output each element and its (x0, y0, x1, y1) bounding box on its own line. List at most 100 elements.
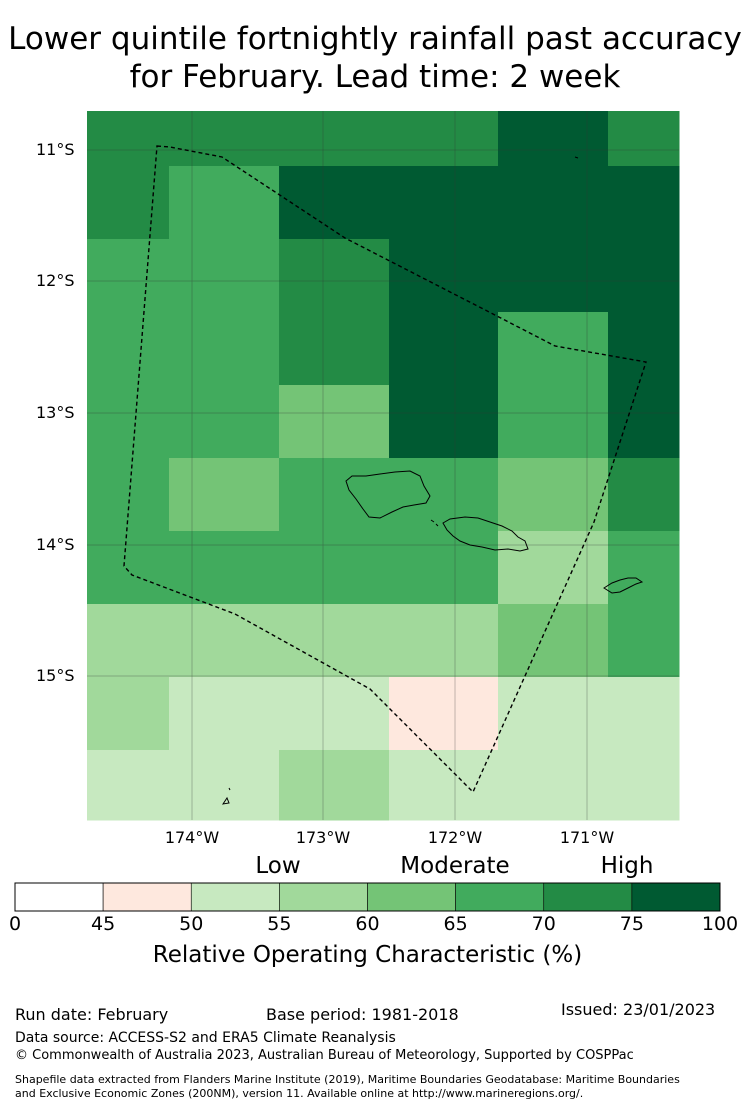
grid-cell (498, 750, 609, 821)
grid-cell (87, 312, 170, 386)
grid-cell (87, 750, 170, 821)
lon-label-174w: 174°W (164, 828, 220, 847)
grid-cell (169, 312, 280, 386)
lon-label-172w: 172°W (427, 828, 483, 847)
grid-cell (389, 677, 499, 751)
islet-manono (430, 519, 439, 527)
grid-cell (169, 385, 280, 459)
grid-cell (608, 604, 680, 678)
grid-cell (87, 604, 170, 678)
shapefile-credit-line-2: and Exclusive Economic Zones (200NM), ve… (15, 1087, 584, 1100)
grid-cell (498, 677, 609, 751)
grid-cell (389, 750, 499, 821)
grid-cell (608, 385, 680, 459)
grid-cell (389, 166, 499, 240)
grid-cell (608, 239, 680, 313)
colorbar-segment (279, 882, 368, 912)
grid-cell (498, 312, 609, 386)
grid-cell (608, 677, 680, 751)
grid-cell (608, 750, 680, 821)
base-period: Base period: 1981-2018 (266, 1005, 459, 1024)
colorbar-segment (102, 882, 192, 912)
issued-date: Issued: 23/01/2023 (561, 1000, 716, 1019)
grid-cell (169, 166, 280, 240)
colorbar-tick-label: 70 (531, 913, 556, 935)
lat-label-14s: 14°S (36, 535, 75, 554)
colorbar-tick-label: 75 (619, 913, 644, 935)
grid-cell (169, 458, 280, 532)
grid-cell (279, 531, 390, 605)
grid-cell (169, 111, 280, 167)
grid-cell (389, 531, 499, 605)
colorbar-tick-label: 65 (443, 913, 468, 935)
island-tutuila (603, 577, 644, 594)
data-source: Data source: ACCESS-S2 and ERA5 Climate … (15, 1030, 396, 1046)
grid-cell (498, 531, 609, 605)
lon-label-171w: 171°W (559, 828, 615, 847)
grid-cell (498, 458, 609, 532)
grid-cell (279, 458, 390, 532)
grid-cell (169, 531, 280, 605)
lat-label-15s: 15°S (36, 666, 75, 685)
lat-label-12s: 12°S (36, 271, 75, 290)
colorbar-tick-label: 55 (267, 913, 292, 935)
grid-cell (87, 458, 170, 532)
legend-category-moderate: Moderate (400, 853, 510, 879)
grid-cell (169, 677, 280, 751)
colorbar-segment (455, 882, 545, 912)
grid-cell (498, 111, 609, 167)
run-date: Run date: February (15, 1005, 169, 1024)
colorbar-segments (14, 882, 721, 912)
grid-cell (279, 312, 390, 386)
grid-cell (169, 750, 280, 821)
shapefile-credit-line-1: Shapefile data extracted from Flanders M… (15, 1073, 680, 1086)
colorbar-tick-label: 60 (355, 913, 380, 935)
lat-label-11s: 11°S (36, 140, 75, 159)
legend-category-low: Low (255, 853, 301, 879)
copyright: © Commonwealth of Australia 2023, Austra… (15, 1048, 634, 1063)
grid-cell (87, 677, 170, 751)
legend-category-high: High (600, 853, 654, 879)
colorbar-segment (190, 882, 280, 912)
grid-cell (87, 239, 170, 313)
grid-cell (498, 166, 609, 240)
grid-cell (608, 312, 680, 386)
island-upolu (442, 516, 529, 552)
grid-cell (279, 239, 390, 313)
islet-swains (574, 156, 579, 159)
colorbar-tick-label: 45 (91, 913, 116, 935)
grid-cell (279, 166, 390, 240)
grid-cell (389, 239, 499, 313)
colorbar-tick-label: 100 (701, 913, 739, 935)
eez-boundary (123, 145, 647, 794)
colorbar-segment (631, 882, 721, 912)
colorbar-segment (367, 882, 456, 912)
colorbar-tick-label: 0 (8, 913, 22, 935)
colorbar-frame (14, 882, 721, 912)
grid-cell (87, 531, 170, 605)
grid-cell (389, 111, 499, 167)
grid-cell (498, 385, 609, 459)
grid-cell (608, 458, 680, 532)
island-savaii (345, 470, 431, 519)
colorbar-title: Relative Operating Characteristic (%) (152, 942, 583, 968)
grid-cell (169, 239, 280, 313)
grid-cell (169, 604, 280, 678)
colorbar-segment (543, 882, 633, 912)
lat-label-13s: 13°S (36, 403, 75, 422)
grid-cell (389, 604, 499, 678)
grid-cell (608, 166, 680, 240)
map-title-line-2: for February. Lead time: 2 week (129, 59, 621, 95)
grid-cell (498, 239, 609, 313)
grid-cell (279, 604, 390, 678)
grid-cell (279, 750, 390, 821)
grid-cell (279, 111, 390, 167)
colorbar-segment (14, 882, 104, 912)
grid-cell (87, 385, 170, 459)
grid-cell (498, 604, 609, 678)
grid-cell (87, 166, 170, 240)
map-title-line-1: Lower quintile fortnightly rainfall past… (8, 21, 742, 57)
grid-cell (389, 385, 499, 459)
